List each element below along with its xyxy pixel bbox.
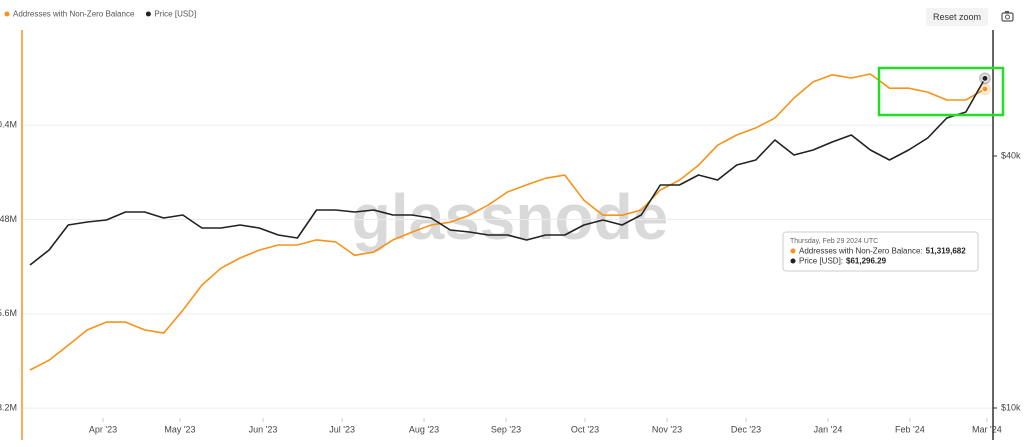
y-tick-label: 48M [0,214,17,224]
x-tick-label: May '23 [164,424,195,434]
series-line [29,73,986,371]
x-tick-label: Oct '23 [571,424,599,434]
tooltip-name: Price [USD]: [799,257,843,266]
tooltip-value: 51,319,682 [926,247,967,256]
x-tick-label: Jul '23 [329,424,355,434]
reset-zoom-label[interactable]: Reset zoom [933,12,981,22]
legend-marker [145,11,151,17]
legend-marker [4,11,10,17]
tooltip-marker [790,248,796,254]
tooltip-value: $61,296.29 [846,257,887,266]
series-line [29,78,986,266]
tooltip-box [782,231,979,272]
tooltip-marker [790,258,796,264]
legend-label: Price [USD] [154,10,196,19]
watermark: glassnode [352,181,669,253]
x-tick-label: Apr '23 [89,424,117,434]
hover-point [981,85,989,93]
tooltip: Thursday, Feb 29 2024 UTC Addresses with … [782,231,979,272]
highlight-box [877,66,1005,117]
y-tick-label: 50.4M [0,120,17,130]
y2-tick-label: $10k [1001,402,1021,412]
x-tick-label: Nov '23 [652,424,682,434]
x-tick-label: Aug '23 [409,424,439,434]
reset-zoom-button[interactable] [926,8,988,26]
x-tick-label: Jan '24 [814,424,843,434]
tooltip-name: Addresses with Non-Zero Balance: [799,247,923,256]
tooltip-title: Thursday, Feb 29 2024 UTC [790,238,878,245]
hover-point [981,74,989,82]
x-tick-label: Sep '23 [491,424,521,434]
y-tick-label: 43.2M [0,403,17,413]
legend-label: Addresses with Non-Zero Balance [13,10,135,19]
camera-icon[interactable] [1001,11,1014,22]
x-tick-label: Feb '24 [895,424,925,434]
y-tick-label: 45.6M [0,308,17,318]
y2-tick-label: $40k [1001,150,1021,160]
x-tick-label: Dec '23 [731,424,761,434]
x-tick-label: Jun '23 [249,424,278,434]
x-tick-label: Mar '24 [972,424,1002,434]
